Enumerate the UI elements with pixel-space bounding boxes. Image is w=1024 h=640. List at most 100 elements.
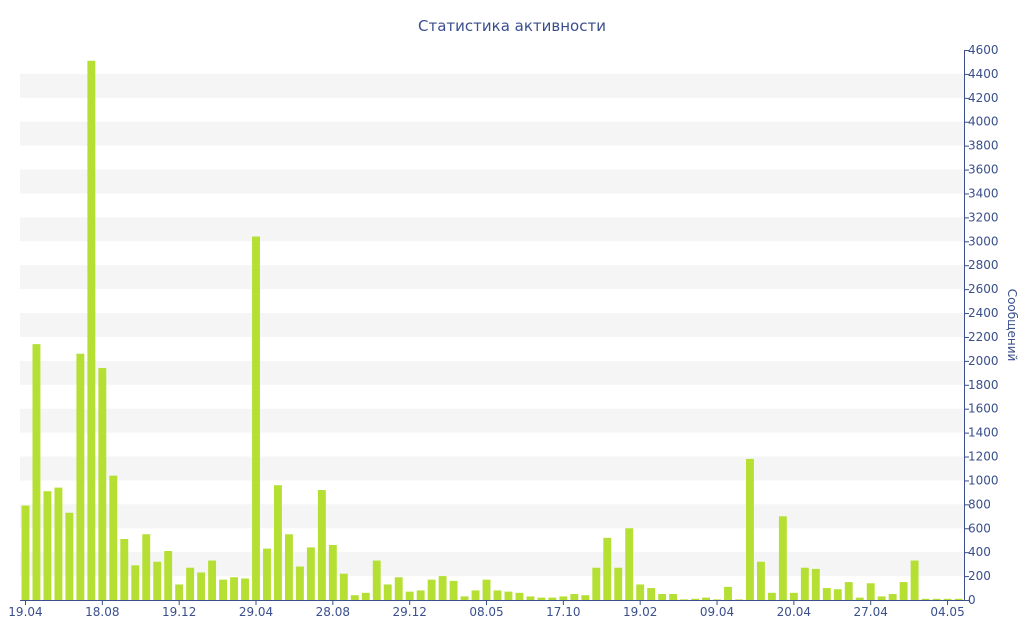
bar (713, 599, 721, 600)
y-tick-label: 1800 (968, 378, 999, 392)
grid-band (20, 313, 964, 337)
x-tick-label: 19.12 (162, 605, 196, 619)
bar (328, 545, 337, 600)
bar (109, 475, 118, 600)
bar (877, 596, 886, 600)
grid-band (20, 169, 964, 194)
y-tick-label: 3200 (968, 210, 999, 224)
grid-band (20, 73, 964, 98)
y-tick-label: 3800 (968, 139, 999, 153)
bar (339, 573, 348, 600)
x-tick-label: 28.08 (316, 605, 350, 619)
bar (691, 598, 700, 600)
y-tick-label: 0 (968, 593, 976, 607)
chart-title: Статистика активности (418, 17, 606, 35)
y-axis-ticks: 0 200 400 600 800 1000 1200 1400 1600 1800 2000 220… (964, 43, 999, 607)
bar (131, 565, 140, 600)
bar (855, 597, 864, 600)
bar (724, 586, 732, 600)
bar (164, 550, 173, 600)
bar (746, 458, 754, 600)
bar (186, 567, 195, 600)
bar (778, 516, 787, 600)
bar (21, 505, 30, 600)
grid-band (20, 121, 964, 146)
y-tick-label: 1000 (968, 473, 999, 487)
bar (811, 568, 820, 600)
bar (866, 583, 875, 600)
bar (405, 591, 414, 600)
bar (241, 578, 249, 600)
bar (680, 599, 689, 600)
bar (515, 592, 524, 600)
x-tick-label: 19.02 (623, 605, 657, 619)
y-tick-label: 3400 (968, 186, 999, 200)
bar (735, 599, 743, 600)
bar (756, 561, 765, 600)
grid-band (20, 552, 964, 577)
bar (87, 60, 96, 600)
grid-band (20, 360, 964, 385)
x-axis-ticks: 19.04 18.08 19.12 29.04 28.08 29.12 08.05 17.10… (8, 600, 965, 619)
y-tick-label: 200 (968, 569, 991, 583)
x-tick-label: 04.05 (930, 605, 964, 619)
y-tick-label: 400 (968, 545, 991, 559)
bar (32, 344, 41, 600)
bar (394, 577, 403, 600)
bar (800, 567, 809, 600)
bar (98, 368, 107, 600)
bar (284, 534, 293, 600)
bar (208, 560, 217, 600)
bar (438, 576, 447, 600)
grid-band (20, 217, 964, 242)
bar (43, 491, 52, 600)
bar (471, 590, 480, 600)
bar (581, 595, 590, 600)
bar (526, 596, 535, 600)
bars-group (21, 60, 963, 600)
bar (592, 567, 601, 600)
bar (460, 596, 469, 600)
bar (252, 236, 260, 600)
bar (142, 534, 151, 600)
grid-band (20, 265, 964, 290)
bar (954, 598, 963, 600)
bar (658, 594, 667, 600)
bar (559, 596, 568, 600)
y-tick-label: 2600 (968, 282, 999, 296)
y-tick-label: 600 (968, 521, 991, 535)
bar (230, 577, 238, 600)
y-tick-label: 3600 (968, 163, 999, 177)
bar (603, 537, 612, 600)
y-tick-label: 4400 (968, 67, 999, 81)
bar (361, 592, 370, 600)
bar (570, 594, 579, 600)
x-tick-label: 29.04 (239, 605, 273, 619)
grid-band (20, 408, 964, 433)
bar (548, 597, 557, 600)
x-tick-label: 27.04 (854, 605, 888, 619)
y-tick-label: 2400 (968, 306, 999, 320)
bar (306, 547, 315, 600)
bar (833, 589, 842, 600)
x-tick-label: 09.04 (700, 605, 734, 619)
bar (789, 592, 798, 600)
bar (625, 528, 634, 600)
y-axis-label: Сообщений (1005, 289, 1019, 362)
x-tick-label: 08.05 (469, 605, 503, 619)
bar (669, 594, 678, 600)
grid-band (20, 504, 964, 529)
bar (910, 560, 919, 600)
bar (921, 598, 930, 600)
y-tick-label: 1600 (968, 402, 999, 416)
bar (219, 579, 228, 600)
bar (197, 572, 206, 600)
bar (537, 597, 546, 600)
bar (888, 594, 897, 600)
y-tick-label: 2800 (968, 258, 999, 272)
background-bands (20, 73, 964, 577)
bar (295, 566, 304, 600)
bar (449, 580, 458, 600)
y-tick-label: 2200 (968, 330, 999, 344)
